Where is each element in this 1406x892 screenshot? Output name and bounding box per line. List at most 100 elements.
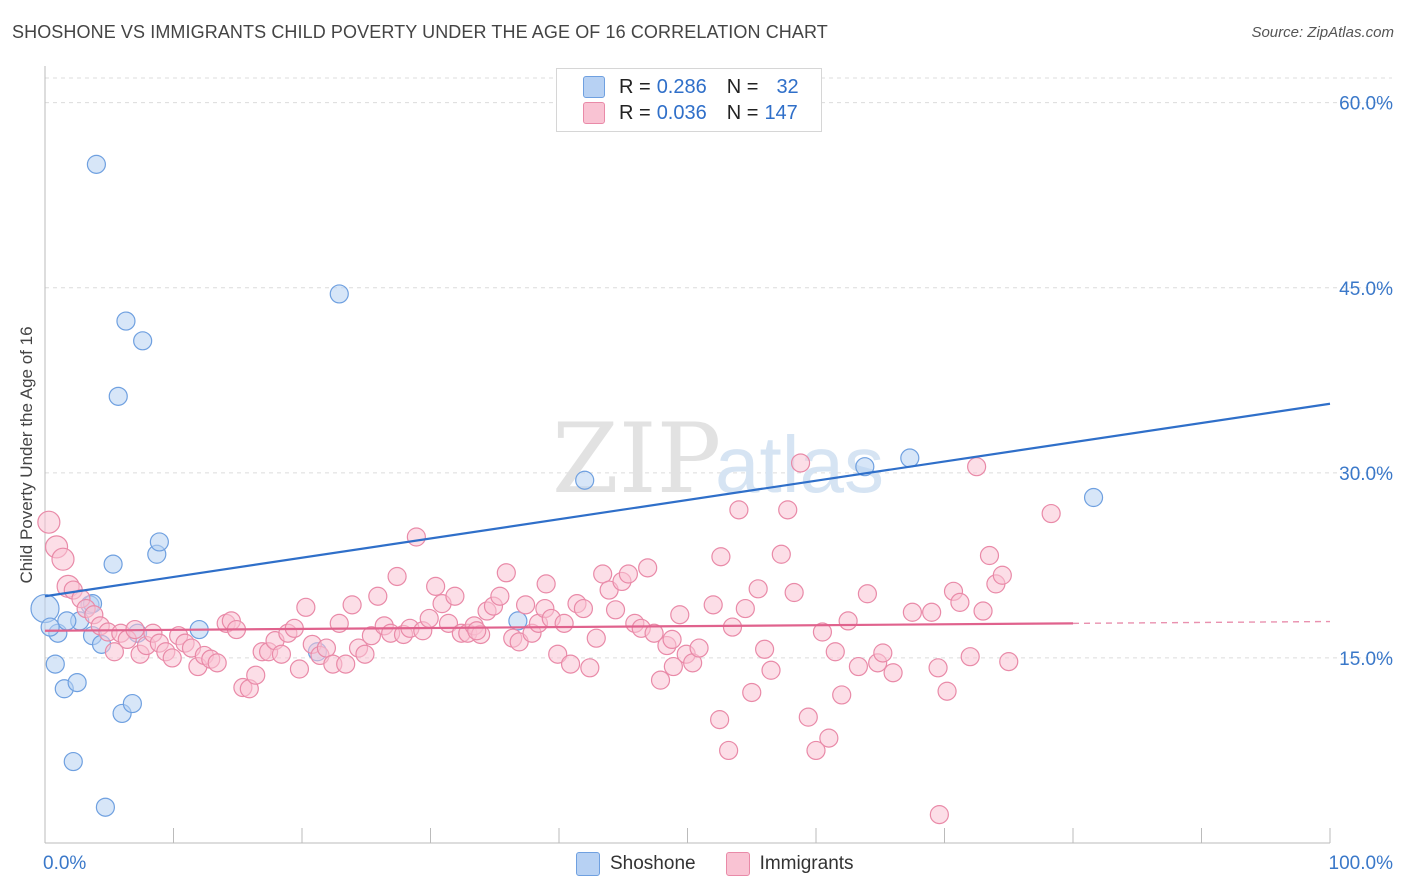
immigrants-point (586, 628, 606, 648)
immigrants-trendline (44, 622, 1074, 632)
immigrants-point (361, 626, 381, 646)
immigrants-point (754, 639, 775, 659)
immigrants-trendline-extension (1072, 620, 1331, 625)
immigrants-point (37, 510, 61, 534)
immigrants-point (670, 605, 690, 625)
immigrants-point (999, 652, 1019, 672)
correlation-legend: R = 0.286 N = 32 R = 0.036 N = 147 (556, 68, 822, 132)
legend-label-immigrants: Immigrants (759, 853, 854, 874)
immigrants-point (573, 598, 594, 619)
immigrants-point (662, 629, 682, 650)
immigrants-point (838, 611, 858, 631)
legend-n-value: 32 (776, 75, 799, 98)
immigrants-point (536, 574, 556, 594)
immigrants-point (618, 564, 638, 584)
immigrants-point (296, 597, 316, 617)
immigrants-point (1041, 503, 1061, 524)
shoshone-point (57, 611, 77, 631)
y-tick-label: 60.0% (1339, 94, 1393, 115)
immigrants-point (967, 457, 987, 477)
shoshone-point (108, 386, 128, 406)
immigrants-point (929, 805, 949, 825)
shoshone-point (508, 611, 528, 631)
immigrants-point (703, 595, 723, 615)
shoshone-point (1083, 487, 1104, 508)
immigrants-point (798, 707, 818, 727)
immigrants-point (162, 648, 182, 668)
immigrants-point (742, 682, 762, 703)
immigrants-point (960, 647, 980, 667)
immigrants-point (316, 638, 337, 658)
chart-title: SHOSHONE VS IMMIGRANTS CHILD POVERTY UND… (12, 22, 828, 42)
immigrants-point (246, 665, 266, 685)
y-tick-label: 45.0% (1339, 279, 1393, 300)
series-legend: Shoshone Immigrants (576, 852, 884, 876)
immigrants-point (771, 544, 791, 564)
immigrants-point (819, 728, 839, 748)
immigrants-point (207, 653, 227, 673)
immigrants-point (973, 601, 993, 621)
immigrants-point (490, 586, 510, 606)
immigrants-point (710, 710, 730, 730)
legend-item-shoshone[interactable]: Shoshone (576, 852, 696, 876)
watermark-zip: ZIP (552, 403, 721, 515)
immigrants-point (857, 584, 878, 604)
immigrants-point (937, 681, 957, 701)
shoshone-point (149, 532, 169, 552)
legend-n-value: 147 (764, 101, 798, 124)
immigrants-point (761, 660, 781, 680)
immigrants-point (950, 592, 970, 612)
immigrants-swatch (725, 852, 750, 876)
immigrants-point (806, 740, 826, 761)
immigrants-point (722, 617, 743, 637)
shoshone-point (86, 154, 107, 174)
legend-r-key: R = (619, 101, 651, 124)
immigrants-point (644, 623, 664, 643)
immigrants-point (368, 586, 388, 606)
shoshone-swatch (583, 76, 605, 98)
immigrants-point (515, 595, 536, 615)
immigrants-point (778, 500, 798, 520)
immigrants-point (922, 602, 942, 622)
immigrants-point (873, 643, 893, 663)
shoshone-point (40, 617, 60, 637)
immigrants-point (387, 566, 407, 587)
immigrants-point (650, 670, 671, 690)
immigrants-point (554, 613, 574, 633)
immigrants-point (735, 598, 755, 619)
legend-r-value: 0.286 (656, 75, 707, 98)
immigrants-point (104, 642, 124, 662)
source-label: Source: ZipAtlas.com (1251, 24, 1394, 41)
shoshone-point (855, 457, 875, 477)
immigrants-point (271, 644, 292, 664)
immigrants-point (426, 576, 446, 596)
y-tick-label: 15.0% (1339, 649, 1393, 670)
immigrants-point (928, 658, 948, 678)
immigrants-point (336, 654, 356, 674)
shoshone-point (329, 284, 349, 304)
immigrants-point (342, 595, 362, 615)
immigrants-point (560, 654, 581, 674)
legend-n-key: N = (726, 75, 759, 98)
shoshone-trendline (44, 402, 1331, 598)
immigrants-point (51, 547, 75, 571)
immigrants-point (496, 563, 516, 583)
shoshone-point (67, 672, 87, 693)
shoshone-point (30, 593, 60, 624)
y-axis-label: Child Poverty Under the Age of 16 (17, 326, 36, 584)
legend-item-immigrants[interactable]: Immigrants (725, 852, 854, 876)
legend-r-value: 0.036 (656, 101, 707, 124)
immigrants-point (548, 644, 568, 664)
immigrants-point (832, 685, 852, 705)
immigrants-point (825, 642, 845, 662)
immigrants-point (748, 579, 768, 599)
shoshone-point (103, 554, 123, 574)
legend-n-key: N = (726, 101, 759, 124)
x-tick-label: 100.0% (1329, 853, 1394, 874)
shoshone-swatch (576, 852, 600, 876)
immigrants-point (406, 527, 426, 547)
shoshone-point (45, 654, 65, 674)
immigrants-point (445, 586, 465, 606)
immigrants-point (902, 602, 922, 622)
